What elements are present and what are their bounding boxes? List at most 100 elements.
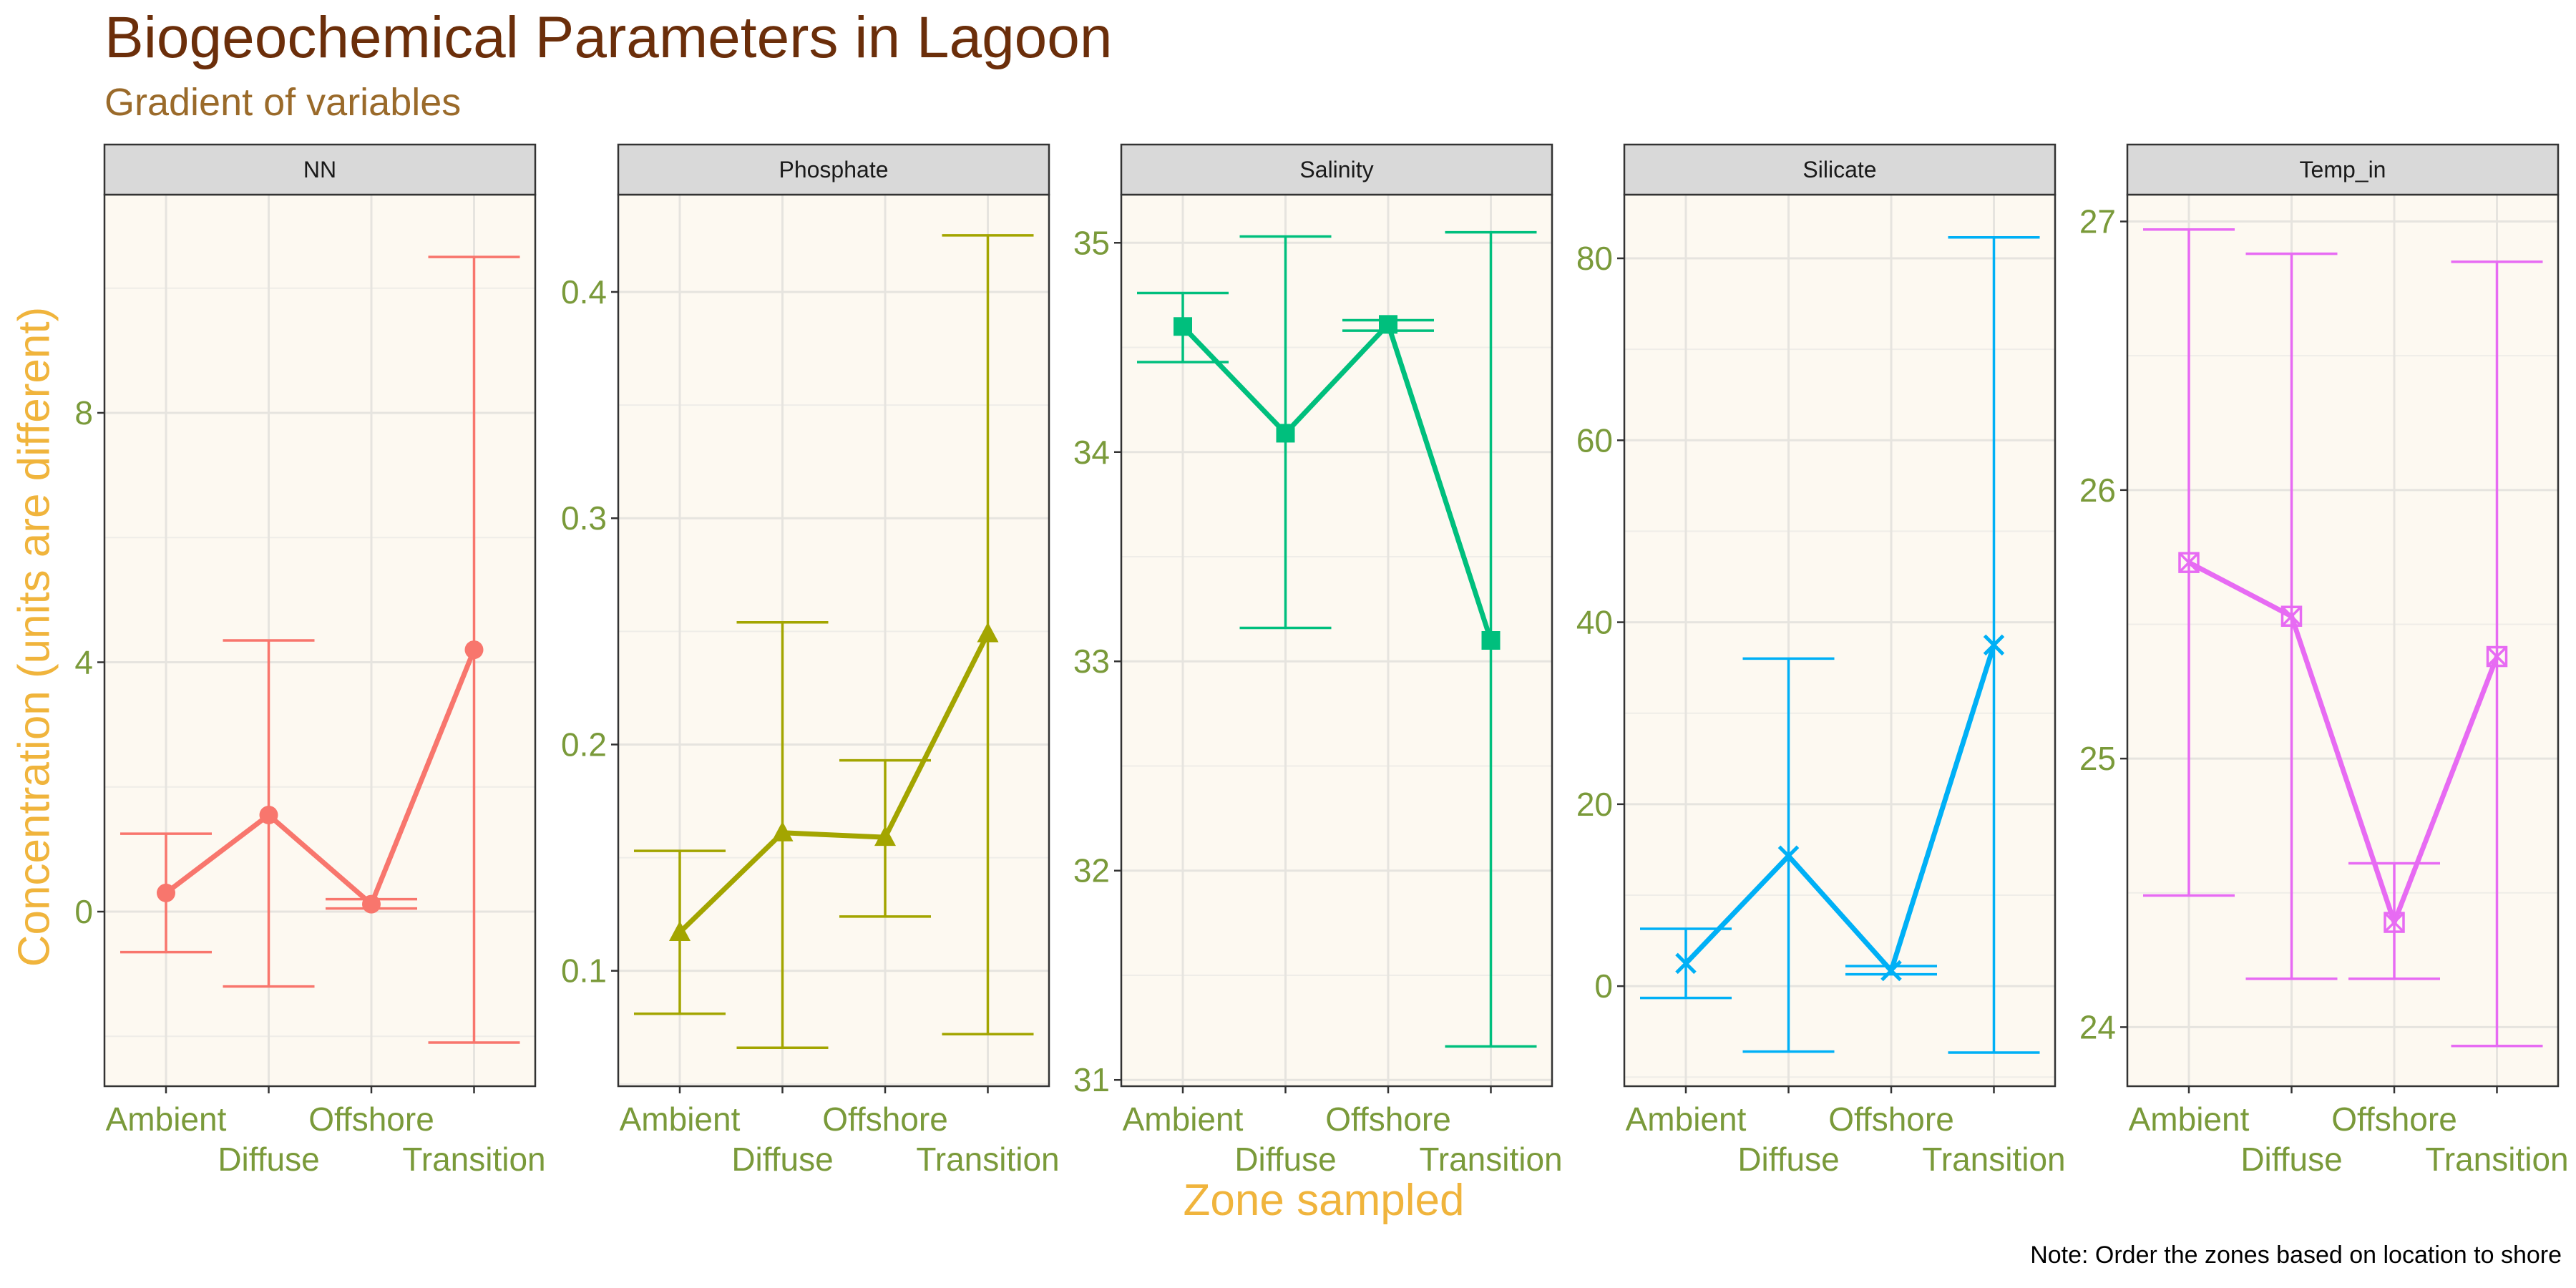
x-tick-label: Offshore	[1828, 1101, 1954, 1138]
data-point-ambient	[669, 920, 691, 941]
data-point-ambient	[1675, 952, 1697, 975]
y-tick-label: 33	[1073, 643, 1110, 680]
marker-stroke	[1983, 634, 2005, 656]
y-tick-label: 26	[2079, 472, 2116, 509]
panel-background	[618, 195, 1049, 1086]
y-tick-label: 24	[2079, 1008, 2116, 1045]
x-tick-label: Ambient	[620, 1101, 741, 1138]
caption-note: Note: Order the zones based on location …	[2030, 1241, 2562, 1269]
series-line	[164, 648, 477, 907]
y-tick-label: 0.2	[561, 726, 607, 763]
series-line	[2187, 560, 2499, 925]
facet-strip-label: Salinity	[1299, 157, 1373, 182]
data-point-offshore	[362, 894, 381, 914]
facet-strip	[103, 143, 537, 196]
chart-title: Biogeochemical Parameters in Lagoon	[104, 5, 1113, 70]
x-tick-label: Diffuse	[1234, 1141, 1336, 1178]
marker-box	[2384, 912, 2405, 933]
facet-panel-salinity: Salinity 31 32 33 34 35 AmbientDiffuseOffshore…	[1073, 143, 1563, 1178]
y-tick-label: 35	[1073, 224, 1110, 261]
x-tick-label: Diffuse	[2240, 1141, 2342, 1178]
data-point-transition	[1481, 631, 1501, 650]
data-point-ambient	[2178, 552, 2200, 573]
data-point-offshore	[874, 826, 896, 847]
x-tick-label: Offshore	[308, 1101, 434, 1138]
y-tick-label: 60	[1576, 421, 1613, 459]
panel-background	[2127, 195, 2558, 1086]
y-tick-label: 0	[74, 893, 93, 930]
x-tick-label: Transition	[1419, 1141, 1562, 1178]
facet-strip-label: Silicate	[1802, 157, 1876, 182]
facet-strip	[1623, 143, 2057, 196]
x-tick-label: Transition	[1922, 1141, 2065, 1178]
x-tick-label: Transition	[916, 1141, 1059, 1178]
y-tick-label: 25	[2079, 740, 2116, 777]
marker-box	[2280, 605, 2303, 627]
y-tick-label: 0.3	[561, 499, 607, 537]
panel-background	[1624, 195, 2055, 1086]
data-point-diffuse	[771, 821, 794, 841]
y-tick-label: 27	[2079, 203, 2116, 240]
y-tick-label: 20	[1576, 786, 1613, 823]
facet-strip-label: Temp_in	[2300, 157, 2386, 182]
y-tick-label: 40	[1576, 604, 1613, 641]
facet-strip	[1120, 143, 1553, 196]
marker-stroke	[2384, 912, 2405, 933]
x-tick-label: Ambient	[106, 1101, 227, 1138]
y-tick-label: 8	[74, 394, 93, 431]
data-point-transition	[2486, 645, 2508, 668]
x-tick-label: Offshore	[822, 1101, 948, 1138]
data-point-ambient	[157, 883, 175, 902]
x-tick-label: Diffuse	[218, 1141, 319, 1178]
marker-stroke	[1880, 960, 1902, 982]
data-point-transition	[977, 622, 999, 643]
marker-box	[2178, 552, 2200, 573]
y-tick-label: 31	[1073, 1061, 1110, 1098]
marker-stroke	[2487, 646, 2507, 667]
marker-stroke	[2281, 605, 2302, 627]
panel-background	[1121, 195, 1552, 1086]
data-point-ambient	[1174, 317, 1192, 336]
data-point-offshore	[2384, 912, 2405, 933]
x-tick-label: Diffuse	[1737, 1141, 1839, 1178]
facet-panel-phosphate: Phosphate 0.1 0.2 0.3 0.4 AmbientDiffuseOffsh…	[561, 143, 1060, 1178]
x-tick-label: Transition	[2425, 1141, 2568, 1178]
chart-subtitle: Gradient of variables	[104, 81, 462, 124]
data-point-offshore	[1379, 315, 1397, 334]
series-line	[678, 632, 990, 935]
facet-strip-label: NN	[303, 157, 336, 182]
y-tick-label: 0.4	[561, 273, 607, 311]
data-point-offshore	[1880, 960, 1902, 982]
y-tick-label: 80	[1576, 240, 1613, 277]
panel-background	[104, 195, 535, 1086]
y-tick-label: 32	[1073, 852, 1110, 889]
x-tick-label: Offshore	[2331, 1101, 2457, 1138]
facet-strip	[617, 143, 1050, 196]
facet-panel-silicate: Silicate 0 20 40 60 80 AmbientDiffuseOffshoreT…	[1576, 143, 2066, 1178]
series-line	[1684, 644, 1996, 974]
data-point-diffuse	[1777, 845, 1800, 867]
marker-stroke	[2178, 552, 2200, 573]
facet-panel-temp-in: Temp_in 24 25 26 27 AmbientDiffuseOffshoreTra…	[2079, 143, 2569, 1178]
x-tick-label: Ambient	[1626, 1101, 1747, 1138]
data-point-transition	[464, 640, 484, 660]
data-point-diffuse	[2280, 605, 2303, 627]
y-tick-label: 0	[1594, 967, 1613, 1005]
facet-strip	[2126, 143, 2560, 196]
data-point-diffuse	[1276, 424, 1295, 443]
series-line	[1181, 321, 1493, 642]
x-tick-label: Offshore	[1325, 1101, 1451, 1138]
facet-strip-label: Phosphate	[779, 157, 888, 182]
marker-box	[2486, 645, 2508, 668]
data-point-diffuse	[259, 805, 278, 824]
x-tick-label: Ambient	[1123, 1101, 1244, 1138]
y-tick-label: 4	[74, 643, 93, 680]
data-point-transition	[1983, 634, 2005, 656]
marker-stroke	[1777, 845, 1800, 867]
x-tick-label: Transition	[402, 1141, 545, 1178]
x-tick-label: Diffuse	[731, 1141, 833, 1178]
x-axis-title: Zone sampled	[1183, 1176, 1465, 1225]
marker-stroke	[1675, 952, 1697, 975]
